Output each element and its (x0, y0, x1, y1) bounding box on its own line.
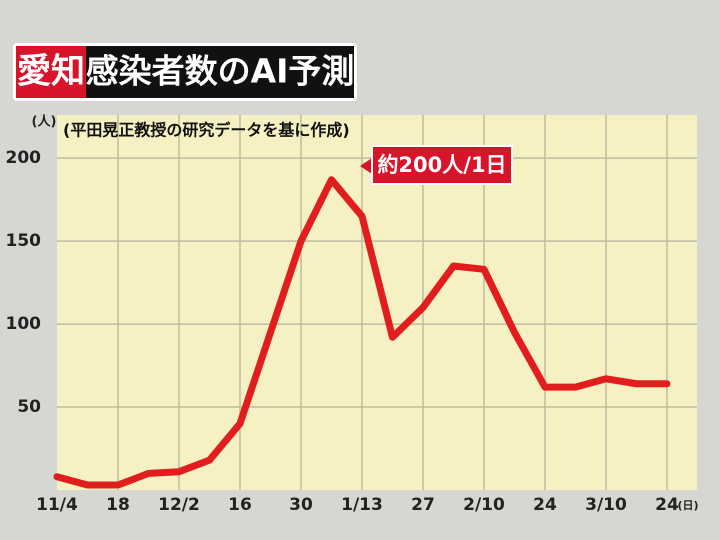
y-tick-label: 150 (6, 231, 42, 251)
callout-box (371, 145, 513, 185)
annotation: 約200人/1日 (377, 153, 506, 177)
x-tick-label: 12/2 (158, 495, 200, 515)
chart-title: 感染者数のAI予測 (86, 52, 355, 91)
x-tick-label: 3/10 (585, 495, 627, 515)
subtitle: (平田晃正教授の研究データを基に作成) (63, 121, 350, 140)
title-box (86, 46, 354, 98)
x-tick-label: 24 (533, 495, 557, 515)
y-tick-label: 50 (17, 397, 41, 417)
x-tick-label: 16 (228, 495, 252, 515)
y-tick-label: 200 (6, 148, 42, 168)
x-tick-label: 24 (655, 495, 679, 515)
x-tick-label: 2/10 (463, 495, 505, 515)
x-tick-label: 18 (106, 495, 130, 515)
y-unit: (人) (32, 114, 57, 130)
y-tick-label: 100 (6, 314, 42, 334)
x-tick-label: 1/13 (341, 495, 383, 515)
x-tick-label: 30 (289, 495, 313, 515)
callout-pointer (360, 158, 372, 174)
line (53, 176, 671, 489)
region: 愛知 (17, 52, 85, 92)
region-box (16, 46, 86, 98)
x-tick-label: 27 (411, 495, 435, 515)
x-unit: (日) (677, 499, 698, 512)
x-tick-label: 11/4 (36, 495, 78, 515)
